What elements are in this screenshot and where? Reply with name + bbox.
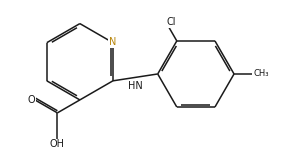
Text: CH₃: CH₃ (254, 69, 269, 78)
Text: OH: OH (50, 139, 65, 149)
Text: O: O (27, 95, 35, 105)
Text: HN: HN (128, 81, 143, 91)
Text: N: N (109, 37, 117, 47)
Text: Cl: Cl (166, 17, 175, 27)
